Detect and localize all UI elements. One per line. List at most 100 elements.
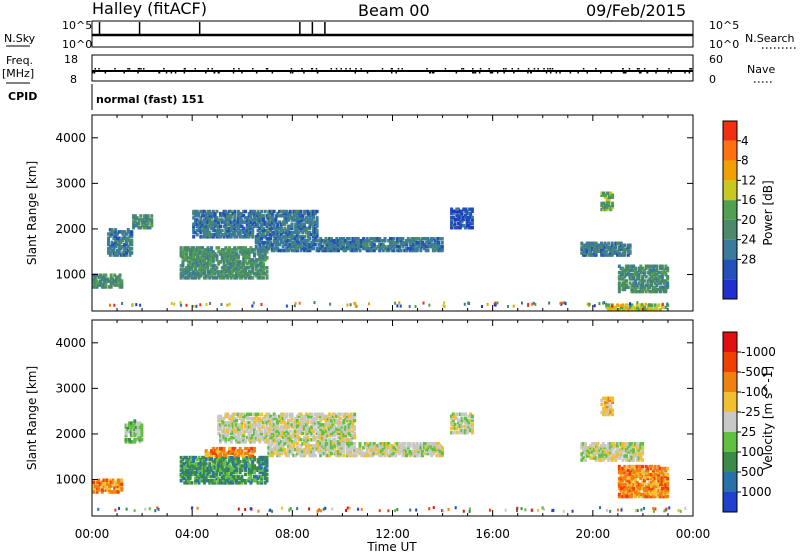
echo-cell — [224, 455, 228, 460]
echo-cell — [226, 268, 230, 272]
echo-cell — [319, 442, 323, 446]
echo-cell — [426, 237, 430, 241]
echo-cell — [240, 433, 244, 438]
nave-dot — [354, 72, 357, 74]
echo-cell — [328, 447, 332, 452]
echo-cell — [594, 253, 598, 257]
echo-cell — [240, 414, 244, 419]
echo-cell — [226, 468, 230, 472]
echo-cell — [254, 264, 258, 268]
echo-cell — [648, 264, 652, 269]
echo-cell — [199, 228, 203, 233]
echo-cell — [632, 264, 636, 269]
echo-cell — [458, 209, 462, 214]
nave-dot — [513, 72, 515, 74]
echo-cell — [208, 464, 212, 468]
echo-cell — [224, 464, 228, 468]
echo-cell — [369, 237, 373, 241]
echo-cell — [403, 451, 407, 456]
echo-cell — [199, 260, 203, 264]
echo-cell — [263, 272, 267, 276]
echo-cell — [224, 274, 228, 278]
echo-cell — [462, 217, 466, 222]
echo-cell — [206, 256, 210, 260]
echo-cell — [394, 447, 398, 452]
echo-cell — [116, 480, 120, 484]
echo-cell — [123, 249, 127, 253]
echo-cell — [580, 444, 584, 448]
echo-cell — [279, 429, 283, 433]
echo-cell — [294, 429, 298, 433]
y-tick-label: 4000 — [55, 131, 86, 145]
echo-cell — [124, 242, 128, 247]
echo-cell — [369, 242, 373, 247]
echo-cell — [93, 273, 97, 277]
echo-cell — [642, 492, 646, 497]
echo-cell — [469, 424, 473, 429]
echo-cell — [129, 421, 133, 425]
echo-cell — [110, 230, 114, 234]
echo-cell — [617, 480, 621, 485]
echo-cell — [625, 458, 629, 462]
echo-cell — [460, 416, 464, 421]
echo-cell — [202, 250, 206, 254]
echo-cell — [338, 431, 342, 436]
echo-cell — [256, 235, 260, 239]
echo-cell — [265, 266, 269, 270]
echo-cell — [294, 211, 298, 216]
ground-scatter — [220, 303, 223, 307]
echo-cell — [244, 272, 248, 276]
echo-cell — [192, 276, 196, 280]
echo-cell — [326, 244, 330, 249]
echo-cell — [136, 421, 140, 425]
echo-cell — [132, 220, 136, 224]
echo-cell — [261, 421, 265, 425]
nave-dot — [549, 68, 551, 70]
echo-cell — [227, 425, 231, 429]
echo-cell — [396, 244, 400, 249]
echo-cell — [589, 249, 593, 253]
echo-cell — [258, 252, 262, 256]
echo-cell — [319, 423, 323, 427]
echo-cell — [390, 248, 394, 253]
echo-cell — [467, 422, 471, 427]
echo-cell — [236, 460, 240, 464]
echo-cell — [630, 285, 634, 290]
echo-cell — [217, 431, 221, 436]
echo-cell — [313, 447, 317, 452]
echo-cell — [345, 423, 349, 427]
echo-cell — [244, 446, 248, 451]
echo-cell — [231, 481, 235, 485]
echo-cell — [598, 448, 602, 452]
echo-cell — [202, 464, 206, 468]
echo-cell — [104, 273, 108, 277]
echo-cell — [335, 237, 339, 241]
echo-cell — [353, 435, 357, 440]
echo-cell — [349, 437, 353, 442]
echo-cell — [626, 490, 630, 495]
echo-cell — [399, 449, 403, 454]
echo-cell — [210, 453, 214, 458]
echo-cell — [306, 246, 310, 251]
echo-cell — [222, 256, 226, 260]
echo-cell — [635, 466, 639, 471]
echo-cell — [329, 443, 333, 448]
echo-cell — [301, 246, 305, 251]
echo-cell — [236, 435, 240, 440]
echo-cell — [623, 253, 627, 257]
echo-cell — [431, 237, 435, 241]
echo-cell — [104, 279, 108, 283]
echo-cell — [301, 224, 305, 229]
echo-cell — [365, 242, 369, 247]
echo-cell — [199, 230, 203, 235]
echo-cell — [114, 240, 118, 245]
echo-cell — [260, 240, 264, 245]
echo-cell — [274, 214, 278, 218]
echo-cell — [580, 241, 584, 246]
ground-scatter — [131, 302, 134, 306]
echo-cell — [265, 425, 269, 429]
echo-cell — [229, 466, 233, 470]
echo-cell — [224, 214, 228, 218]
echo-cell — [295, 418, 299, 423]
echo-cell — [413, 453, 417, 458]
